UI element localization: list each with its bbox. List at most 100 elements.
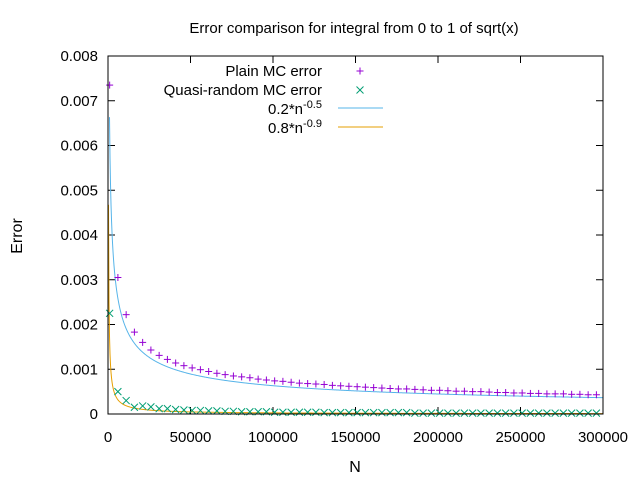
plain-mc-point <box>106 81 114 89</box>
quasi-mc-point <box>320 408 329 417</box>
plain-mc-point <box>304 380 312 388</box>
plain-mc-point <box>419 386 427 394</box>
plain-mc-point <box>551 390 559 398</box>
plain-mc-point <box>238 373 246 381</box>
plain-mc-point <box>411 385 419 393</box>
x-tick-label: 300000 <box>578 429 628 446</box>
y-tick-label: 0.001 <box>60 361 98 378</box>
plain-mc-point <box>320 380 328 388</box>
plain-mc-point <box>584 391 592 399</box>
quasi-mc-point <box>295 408 304 417</box>
plain-mc-point <box>180 362 188 370</box>
x-tick-label: 150000 <box>330 429 380 446</box>
quasi-mc-point <box>353 408 362 417</box>
quasi-mc-point <box>526 409 535 417</box>
quasi-mc-point <box>147 402 155 411</box>
legend: Plain MC error Quasi-random MC error 0.2… <box>164 63 383 137</box>
plain-mc-point <box>312 380 320 388</box>
plain-mc-point <box>287 378 295 386</box>
legend-cross-marker <box>356 86 364 94</box>
plain-mc-point <box>139 338 147 346</box>
x-tick-label: 200000 <box>413 429 463 446</box>
y-tick-label: 0.006 <box>60 138 98 155</box>
plain-mc-point <box>122 311 130 319</box>
quasi-mc-point <box>576 409 584 417</box>
plain-mc-point <box>394 385 402 393</box>
plain-mc-point <box>196 366 204 374</box>
legend-fit-1-base: 0.2*n <box>268 101 303 118</box>
plain-mc-point <box>221 371 229 379</box>
legend-label-plain-mc: Plain MC error <box>225 63 322 80</box>
plain-mc-point <box>229 372 237 380</box>
quasi-mc-point <box>460 409 469 417</box>
axis-ticks: 0 0.001 0.002 0.003 0.004 0.005 0.006 0.007 0.00… <box>60 48 628 446</box>
plain-mc-point <box>469 388 477 396</box>
x-tick-label: 250000 <box>495 429 545 446</box>
quasi-mc-point <box>369 408 378 417</box>
plain-mc-point <box>271 377 279 385</box>
plain-mc-point <box>147 346 155 354</box>
plain-mc-point <box>485 388 493 396</box>
quasi-mc-point <box>510 409 518 417</box>
plain-mc-point <box>444 387 452 395</box>
quasi-mc-point <box>378 408 386 417</box>
plain-mc-point <box>262 376 270 384</box>
plain-mc-point <box>130 328 138 336</box>
quasi-mc-point <box>328 408 337 417</box>
quasi-mc-point <box>171 405 180 414</box>
fit-curve-1 <box>109 117 604 399</box>
plain-mc-point <box>427 386 435 394</box>
quasi-mc-point <box>477 409 485 417</box>
plain-mc-point <box>460 387 468 395</box>
fit-curve-2 <box>108 204 603 415</box>
quasi-mc-point <box>386 408 395 417</box>
quasi-mc-point <box>188 406 197 415</box>
quasi-mc-point <box>196 406 205 415</box>
legend-marker-quasi-mc <box>356 86 364 94</box>
y-tick-label: 0.003 <box>60 272 98 289</box>
legend-fit-2-exponent: -0.9 <box>303 118 322 130</box>
plain-mc-point <box>353 383 361 391</box>
y-tick-label: 0 <box>90 406 98 423</box>
quasi-mc-point <box>543 409 551 417</box>
plain-mc-point <box>172 359 180 367</box>
quasi-mc-point <box>435 409 444 417</box>
plain-mc-point <box>279 377 287 385</box>
quasi-mc-point <box>361 408 370 417</box>
plain-mc-point <box>246 374 254 382</box>
plain-mc-point <box>559 390 567 398</box>
plain-mc-point <box>592 391 600 399</box>
data-points <box>105 81 601 417</box>
y-tick-label: 0.002 <box>60 317 98 334</box>
plain-mc-point <box>477 388 485 396</box>
y-tick-label: 0.004 <box>60 227 98 244</box>
quasi-mc-point <box>155 404 164 413</box>
x-tick-label: 0 <box>104 429 112 446</box>
plain-mc-point <box>205 367 213 375</box>
legend-label-fit-2: 0.8*n-0.9 <box>268 118 322 137</box>
quasi-mc-point <box>534 409 543 417</box>
plain-mc-point <box>452 387 460 395</box>
quasi-mc-point <box>584 409 593 417</box>
quasi-mc-point <box>444 409 452 417</box>
plot-frame <box>107 55 604 415</box>
plain-mc-point <box>502 389 510 397</box>
quasi-mc-point <box>485 409 494 417</box>
quasi-mc-point <box>452 409 461 417</box>
y-tick-label: 0.007 <box>60 93 98 110</box>
plain-mc-point <box>510 389 518 397</box>
quasi-mc-point <box>180 406 188 414</box>
quasi-mc-point <box>105 309 114 318</box>
plain-mc-point <box>188 364 196 372</box>
plain-mc-point <box>518 389 526 397</box>
legend-label-quasi-mc: Quasi-random MC error <box>164 82 322 99</box>
legend-marker-plain-mc <box>356 67 364 75</box>
quasi-mc-point <box>394 408 403 417</box>
quasi-mc-point <box>213 407 221 415</box>
legend-fit-1-exponent: -0.5 <box>303 99 322 111</box>
quasi-mc-point <box>551 409 560 417</box>
quasi-mc-point <box>287 408 296 417</box>
quasi-mc-point <box>270 408 279 417</box>
plain-mc-point <box>155 351 163 359</box>
